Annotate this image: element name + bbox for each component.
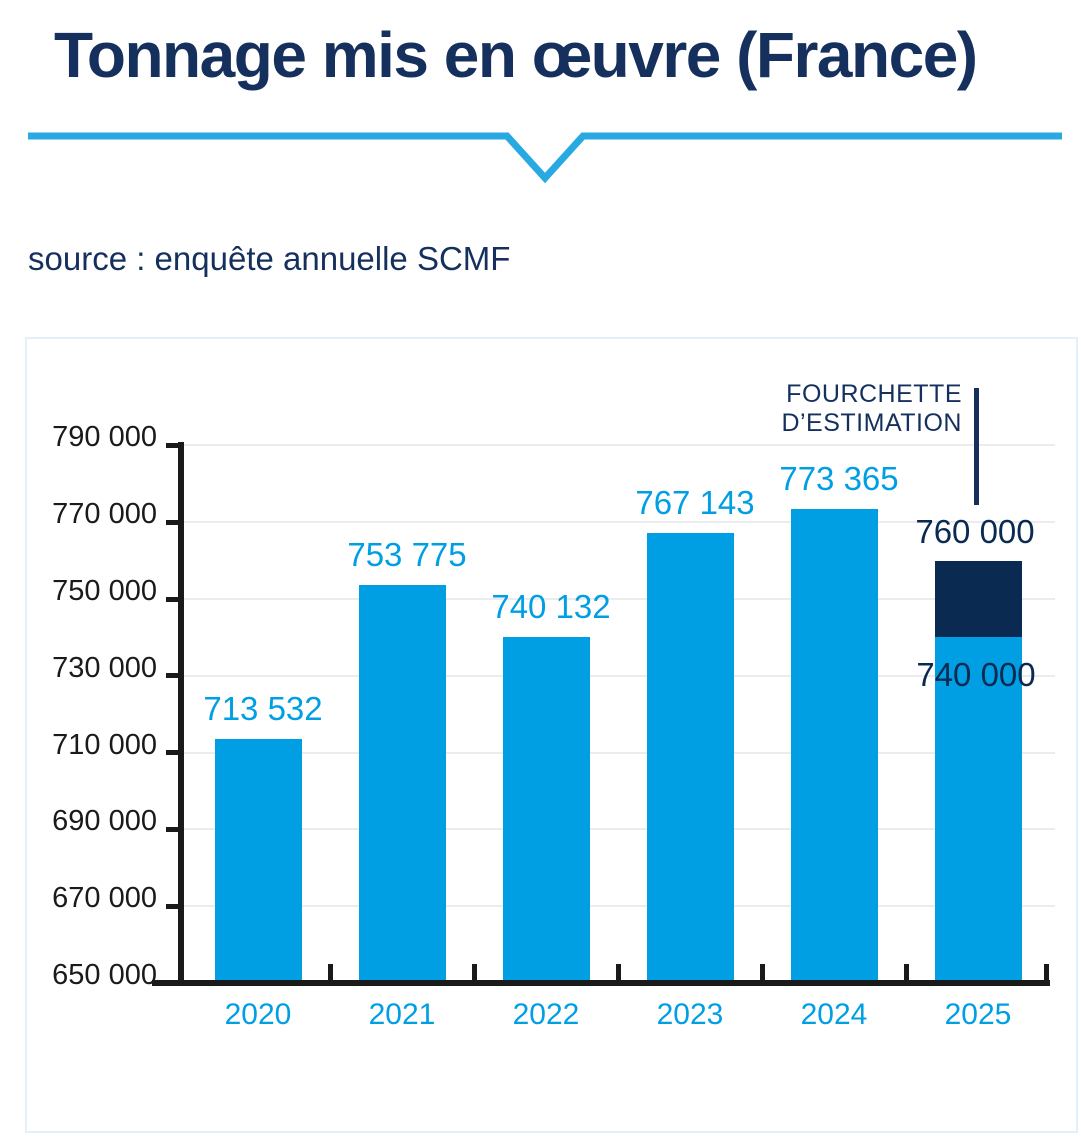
chart-panel — [25, 337, 1078, 1133]
source-caption: source : enquête annuelle SCMF — [28, 240, 511, 277]
title-divider-chevron — [28, 132, 1062, 184]
divider-chevron-line — [28, 132, 1062, 184]
page-title: Tonnage mis en œuvre (France) — [54, 19, 978, 91]
